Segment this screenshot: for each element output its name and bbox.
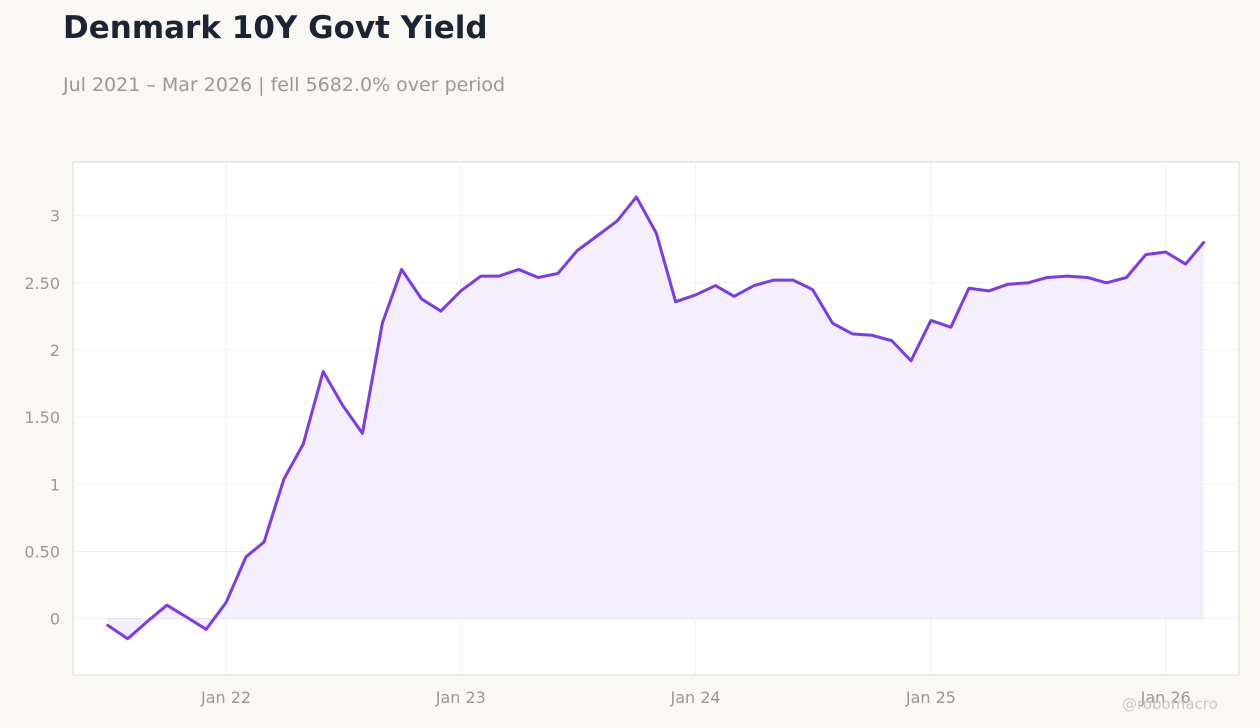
data-point — [380, 321, 384, 325]
data-point — [340, 403, 344, 407]
series-area-fill — [107, 196, 1204, 639]
y-tick-label: 3 — [50, 207, 60, 226]
data-point — [654, 231, 658, 235]
data-point — [811, 288, 815, 292]
data-point — [850, 332, 854, 336]
data-point — [1144, 253, 1148, 257]
data-point — [1184, 262, 1188, 266]
data-point — [146, 619, 150, 623]
data-point — [301, 442, 305, 446]
y-tick-label: 1.50 — [24, 408, 60, 427]
data-point — [244, 555, 248, 559]
data-point — [694, 293, 698, 297]
data-point — [949, 325, 953, 329]
data-point — [282, 477, 286, 481]
data-point — [1105, 281, 1109, 285]
data-point — [595, 234, 599, 238]
data-point — [575, 249, 579, 253]
data-point — [1006, 282, 1010, 286]
data-point — [360, 431, 364, 435]
data-point — [909, 359, 913, 363]
data-point — [439, 309, 443, 313]
x-tick-label: Jan 24 — [669, 688, 720, 707]
y-tick-label: 1 — [50, 475, 60, 494]
data-point — [929, 318, 933, 322]
data-point — [126, 637, 130, 641]
y-tick-label: 2.50 — [24, 274, 60, 293]
data-point — [1026, 281, 1030, 285]
chart-subtitle: Jul 2021 – Mar 2026 | fell 5682.0% over … — [63, 74, 506, 96]
data-point — [420, 297, 424, 301]
x-tick-label: Jan 22 — [200, 688, 251, 707]
data-point — [890, 339, 894, 343]
data-point — [987, 289, 991, 293]
y-tick-label: 0.50 — [24, 542, 60, 561]
data-point — [713, 284, 717, 288]
x-tick-label: Jan 26 — [1140, 688, 1191, 707]
y-tick-label: 0 — [50, 610, 60, 629]
data-point — [674, 300, 678, 304]
data-point — [870, 333, 874, 337]
data-point — [165, 603, 169, 607]
y-tick-label: 2 — [50, 341, 60, 360]
data-point — [1164, 250, 1168, 254]
data-point — [185, 615, 189, 619]
data-point — [517, 267, 521, 271]
data-point — [771, 278, 775, 282]
y-axis-ticks: 0 0.50 1 1.50 2 2.50 3 — [24, 207, 60, 629]
data-point — [224, 600, 228, 604]
data-point — [262, 540, 266, 544]
x-tick-label: Jan 23 — [435, 688, 486, 707]
data-point — [831, 321, 835, 325]
data-point — [1065, 274, 1069, 278]
data-point — [459, 289, 463, 293]
data-point — [752, 284, 756, 288]
data-point — [497, 274, 501, 278]
data-point — [321, 369, 325, 373]
series-line — [106, 195, 1206, 641]
data-point — [732, 294, 736, 298]
data-point — [479, 274, 483, 278]
data-point — [106, 623, 110, 627]
x-axis-ticks: Jan 22 Jan 23 Jan 24 Jan 25 Jan 26 — [200, 688, 1191, 707]
data-point — [556, 271, 560, 275]
data-point — [1045, 275, 1049, 279]
data-point — [1124, 275, 1128, 279]
x-tick-label: Jan 25 — [905, 688, 956, 707]
data-point — [791, 278, 795, 282]
data-point — [967, 286, 971, 290]
data-point — [615, 219, 619, 223]
data-point — [634, 195, 638, 199]
chart-title: Denmark 10Y Govt Yield — [63, 10, 488, 46]
data-point — [204, 627, 208, 631]
data-point — [400, 267, 404, 271]
data-point — [1202, 241, 1206, 245]
data-point — [1085, 275, 1089, 279]
watermark: @robomacro — [1122, 695, 1218, 713]
data-point — [536, 275, 540, 279]
